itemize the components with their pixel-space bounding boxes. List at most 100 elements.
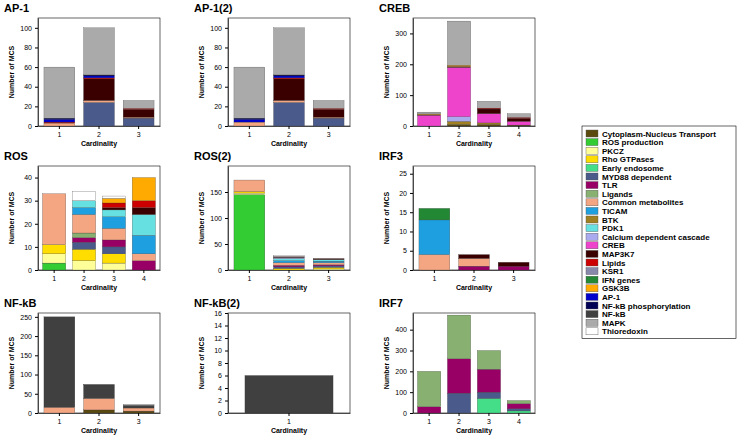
chart-title: IRF7 [379, 297, 403, 309]
y-tick: 0 [28, 123, 38, 130]
y-axis: 010203040 [24, 167, 38, 274]
y-tick: 25 [399, 170, 413, 177]
legend-frame [582, 126, 736, 338]
y-tick-label: 100 [20, 25, 32, 32]
x-tick-label: 1 [247, 275, 251, 282]
bar-segment [507, 409, 530, 411]
legend-swatch [586, 207, 598, 214]
y-tick: 100 [395, 389, 413, 396]
bars [44, 28, 154, 126]
chart-title: NF-kB(2) [194, 297, 240, 309]
y-tick-label: 100 [395, 92, 407, 99]
y-axis: 020406080100 [210, 19, 228, 130]
legend-swatch [586, 311, 598, 318]
plot-frame [38, 18, 160, 126]
legend-swatch [586, 182, 598, 189]
y-tick-mark [35, 317, 38, 318]
y-tick-mark [410, 33, 413, 34]
y-tick: 100 [210, 215, 228, 222]
y-tick: 100 [395, 92, 413, 99]
bar-segment [84, 398, 115, 410]
x-tick: 2 [97, 126, 101, 138]
y-tick: 10 [399, 228, 413, 235]
y-tick-label: 0 [403, 123, 407, 130]
bar-segment [274, 76, 305, 78]
chart-title: AP-1(2) [194, 2, 233, 14]
x-axis: 1 [229, 413, 351, 425]
y-tick: 5 [403, 247, 413, 254]
x-tick: 4 [142, 270, 146, 282]
x-tick: 2 [457, 126, 461, 138]
x-tick: 4 [517, 126, 521, 138]
figure: 020406080100123AP-1CardinalityNumber of … [0, 0, 738, 440]
bar-segment [72, 238, 95, 243]
legend-swatch [586, 233, 598, 240]
y-tick: 100 [20, 25, 38, 32]
y-tick-label: 40 [24, 174, 32, 181]
y-tick: 0 [403, 410, 413, 417]
x-tick: 2 [472, 270, 476, 282]
y-tick: 80 [214, 44, 228, 51]
legend-swatch [586, 199, 598, 206]
bar-segment [72, 191, 95, 200]
y-tick-label: 0 [28, 410, 32, 417]
legend-swatch [586, 328, 598, 335]
y-tick: 20 [399, 190, 413, 197]
y-tick-label: 80 [214, 44, 222, 51]
y-tick-mark [225, 401, 228, 402]
bar-segment [447, 359, 470, 393]
y-tick-mark [410, 371, 413, 372]
x-tick: 2 [457, 413, 461, 425]
x-tick: 3 [487, 126, 491, 138]
bar-segment [234, 67, 265, 118]
y-tick-label: 0 [403, 267, 407, 274]
bar-segment [498, 262, 529, 266]
panel: 01002003001234CREBCardinalityNumber of M… [379, 2, 536, 148]
bars [417, 315, 530, 413]
y-tick-label: 20 [214, 103, 222, 110]
y-tick-mark [410, 174, 413, 175]
plot-frame [413, 166, 535, 270]
y-tick-mark [35, 178, 38, 179]
legend-swatch [586, 225, 598, 232]
x-tick: 1 [247, 126, 251, 138]
bar-segment [84, 102, 115, 126]
bar-segment [84, 100, 115, 102]
y-tick-mark [35, 87, 38, 88]
bar-segment [42, 254, 65, 263]
y-tick-mark [225, 87, 228, 88]
bar-segment [102, 217, 125, 229]
bar-segment [44, 119, 75, 122]
y-tick: 0 [28, 267, 38, 274]
y-tick: 300 [395, 347, 413, 354]
y-tick-mark [410, 64, 413, 65]
x-tick-mark [99, 126, 100, 129]
y-tick-label: 30 [24, 197, 32, 204]
y-axis-line [413, 19, 414, 127]
bars [417, 21, 530, 126]
y-tick-mark [410, 126, 413, 127]
y-tick-mark [225, 106, 228, 107]
bar-segment [447, 117, 470, 122]
y-tick-mark [35, 106, 38, 107]
x-tick-mark [249, 126, 250, 129]
y-tick-label: 300 [395, 30, 407, 37]
y-tick: 200 [395, 368, 413, 375]
y-tick: 50 [214, 241, 228, 248]
y-axis: 0510152025 [399, 167, 413, 274]
y-tick-mark [410, 193, 413, 194]
y-tick-label: 200 [395, 368, 407, 375]
bar-segment [274, 256, 305, 257]
x-tick: 2 [287, 270, 291, 282]
x-tick-mark [249, 270, 250, 273]
bar-segment [123, 408, 154, 411]
bar-segment [123, 109, 154, 117]
x-tick-mark [518, 126, 519, 129]
x-axis-title: Cardinality [271, 284, 307, 292]
x-axis-title: Cardinality [271, 140, 307, 148]
bar-segment [44, 67, 75, 118]
legend-swatch [586, 259, 598, 266]
x-tick-mark [328, 270, 329, 273]
y-tick: 8 [218, 360, 228, 367]
y-tick-label: 80 [24, 44, 32, 51]
